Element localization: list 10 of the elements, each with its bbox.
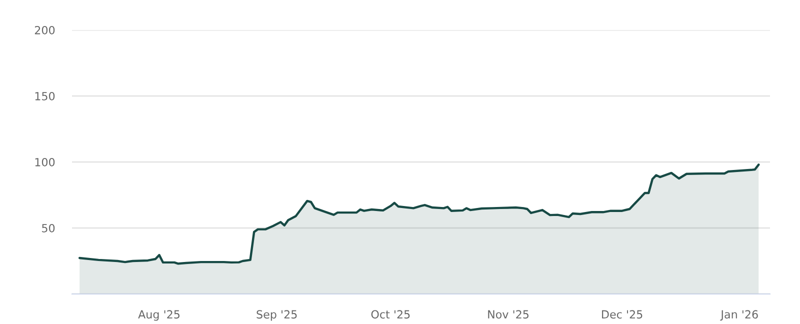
x-tick-label: Oct '25 [371,310,410,319]
y-tick-label: 200 [34,26,55,34]
x-tick-label: Jan '26 [720,310,758,321]
x-tick-label: Dec '25 [602,310,642,319]
y-tick-label: 100 [35,158,55,166]
x-tick-label: Aug '25 [138,310,180,321]
x-tick-label: Nov '25 [488,310,528,319]
y-tick-label: 150 [35,92,55,100]
x-tick-label: Sep '25 [256,310,297,321]
y-tick-label: 50 [42,224,55,232]
